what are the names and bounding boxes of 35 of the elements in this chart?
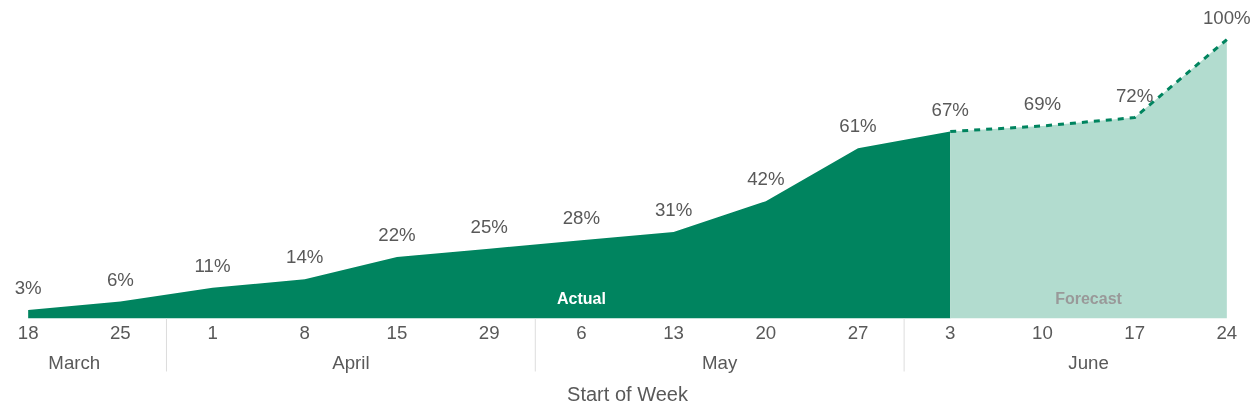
data-label: 3% <box>14 276 42 298</box>
data-label: 72% <box>1115 84 1154 106</box>
data-label: 31% <box>654 198 693 220</box>
x-tick-label: 1 <box>207 322 218 344</box>
text: April <box>332 352 370 374</box>
series-label: Actual <box>556 290 606 308</box>
text: May <box>702 352 738 374</box>
text: June <box>1068 352 1109 374</box>
x-tick-label: 6 <box>576 322 587 344</box>
x-tick-label: 20 <box>755 322 777 344</box>
x-tick-label: 18 <box>17 322 39 344</box>
x-tick-label: 24 <box>1216 322 1238 344</box>
data-label: 67% <box>931 98 969 120</box>
x-tick-label: 29 <box>478 322 500 344</box>
x-tick-label: 15 <box>386 322 408 344</box>
data-label: 6% <box>106 268 134 290</box>
text: March <box>48 352 101 374</box>
x-tick-label: 13 <box>663 322 684 344</box>
series-label: Forecast <box>1055 290 1123 308</box>
data-label: 61% <box>839 115 877 137</box>
x-tick-label: 8 <box>299 322 310 344</box>
x-tick-label: 3 <box>945 322 956 344</box>
data-label: 11% <box>194 254 231 276</box>
x-axis-title: Start of Week <box>567 382 689 405</box>
data-label: 28% <box>562 207 601 229</box>
data-label: 14% <box>286 246 324 268</box>
x-tick-label: 10 <box>1032 322 1053 344</box>
data-label: 100% <box>1202 6 1251 28</box>
data-label: 42% <box>747 168 785 190</box>
data-label: 22% <box>378 224 416 246</box>
x-tick-label: 27 <box>847 322 869 344</box>
data-label: 69% <box>1023 92 1062 114</box>
data-label: 25% <box>470 215 508 237</box>
x-tick-label: 17 <box>1124 322 1146 344</box>
x-tick-label: 25 <box>109 322 131 344</box>
